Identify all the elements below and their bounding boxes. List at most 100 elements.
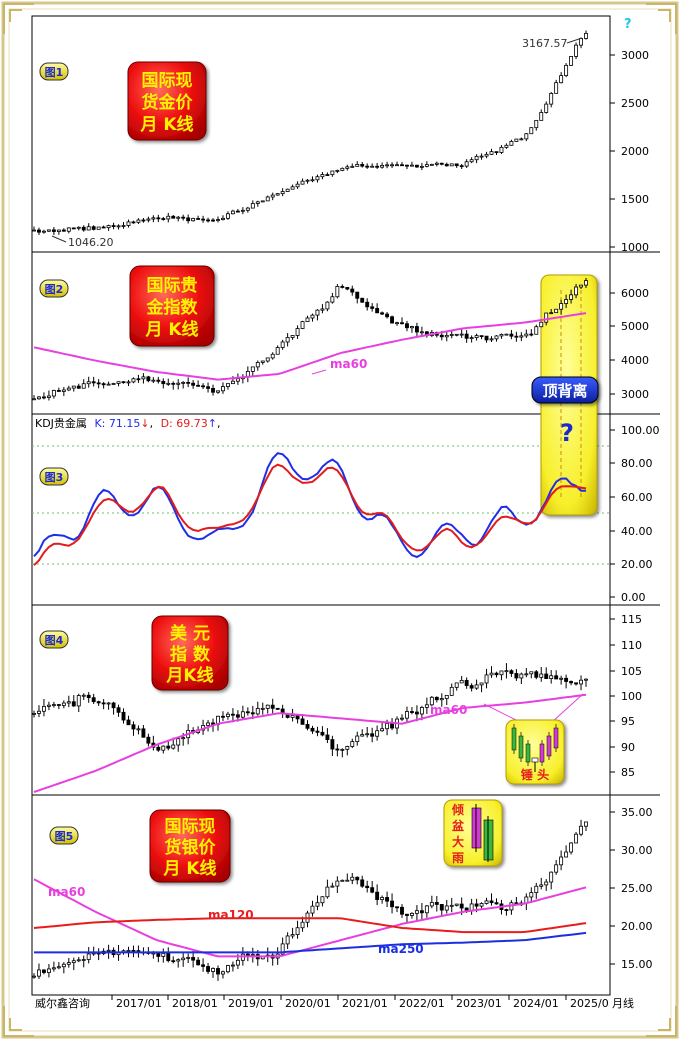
silver-candle <box>410 912 414 919</box>
silver-candle <box>315 895 320 911</box>
gold-candle <box>489 148 494 155</box>
gold-candle <box>434 161 439 167</box>
silver-candle <box>161 948 166 963</box>
svg-text:图3: 图3 <box>45 471 64 484</box>
index-candle <box>131 377 136 384</box>
hammer-pattern-icon <box>511 724 559 772</box>
silver-candle <box>32 973 36 979</box>
silver-candle <box>569 842 574 855</box>
svg-text:国际现: 国际现 <box>142 71 193 91</box>
inner-border <box>8 8 672 1032</box>
silver-candle <box>390 893 394 914</box>
y-tick-label: 35.00 <box>621 806 653 819</box>
gold-candle <box>479 153 484 160</box>
index-candle <box>444 331 449 342</box>
gold-high-label: 3167.57 <box>522 37 568 50</box>
index-candle <box>494 335 499 342</box>
y-tick-label: 30.00 <box>621 844 653 857</box>
gold-candle <box>370 163 375 168</box>
silver-candle <box>221 970 225 979</box>
index-candle <box>111 382 116 385</box>
index-candle <box>66 385 71 392</box>
usd-candle <box>434 696 439 703</box>
silver-candle <box>449 897 454 913</box>
usd-candle <box>489 666 494 678</box>
silver-candle <box>534 882 539 899</box>
silver-candle <box>42 969 46 975</box>
silver-candle <box>141 947 146 956</box>
index-candle <box>370 303 375 312</box>
index-candle <box>315 309 320 321</box>
gold-candle <box>474 154 479 164</box>
index-ma60-label: ma60 <box>330 357 367 371</box>
usd-candle <box>156 744 161 752</box>
y-tick-label: 6000 <box>621 287 649 300</box>
index-candle <box>206 382 210 393</box>
usd-candle <box>504 663 509 679</box>
silver-ma60-label: ma60 <box>48 885 85 899</box>
usd-candle <box>61 700 66 709</box>
gold-candle <box>345 164 350 171</box>
gold-candle <box>255 200 260 207</box>
downpour-pattern-icon <box>471 804 494 862</box>
x-tick-label: 2021/01 <box>342 997 388 1010</box>
x-tick-label: 2024/01 <box>513 997 559 1010</box>
silver-candle <box>380 895 385 904</box>
gold-candle <box>330 170 335 177</box>
usd-candle <box>380 722 385 732</box>
index-candle <box>514 331 519 342</box>
silver-candle <box>230 961 235 972</box>
gold-candle <box>196 215 201 220</box>
usd-candle <box>265 704 270 714</box>
y-tick-label: 60.00 <box>621 491 653 504</box>
downpour-badge: 倾 盆 大 雨 <box>443 799 503 867</box>
index-candle <box>564 294 569 309</box>
silver-candle <box>171 956 176 964</box>
index-candle <box>136 374 141 383</box>
silver-candle <box>335 876 340 893</box>
index-candle <box>365 298 370 311</box>
silver-candle <box>539 877 544 890</box>
gold-candle <box>226 211 230 220</box>
usd-candle <box>161 745 166 754</box>
svg-text:大: 大 <box>452 834 464 849</box>
silver-candle <box>186 953 191 964</box>
x-tick-label: 2017/01 <box>116 997 162 1010</box>
gold-candle <box>37 227 41 235</box>
gold-candle <box>539 109 544 121</box>
gold-candle <box>464 159 469 168</box>
usd-candle <box>464 677 469 689</box>
index-candle <box>554 308 559 314</box>
panel-label-4: 图4 <box>39 630 69 649</box>
usd-candle <box>429 695 434 707</box>
usd-candle <box>136 725 141 735</box>
silver-candle <box>574 831 578 844</box>
index-candle <box>255 360 260 371</box>
usd-candle <box>111 701 116 715</box>
x-tick-label: 2019/01 <box>228 997 274 1010</box>
gold-candle <box>221 215 225 221</box>
y-tick-label: 80.00 <box>621 457 653 470</box>
index-candle <box>524 329 529 338</box>
silver-candle <box>285 932 290 950</box>
gold-candle <box>365 163 370 169</box>
gold-candle <box>529 127 534 135</box>
index-candle <box>549 308 554 315</box>
index-candle <box>61 386 66 396</box>
gold-candle <box>310 176 315 183</box>
index-candle <box>151 377 156 383</box>
y-tick-label: 40.00 <box>621 525 653 538</box>
index-candle <box>360 297 365 303</box>
gold-candle <box>554 79 559 94</box>
usd-candle <box>121 708 126 724</box>
usd-candle <box>340 748 345 758</box>
index-candle <box>395 321 399 326</box>
usd-candle <box>494 671 499 678</box>
gold-candle <box>534 119 539 131</box>
gold-candle <box>410 161 414 167</box>
index-candle <box>454 333 459 337</box>
y-tick-label: 110 <box>621 639 642 652</box>
gold-candle <box>424 161 429 168</box>
silver-candle <box>37 963 41 979</box>
index-candle <box>310 313 315 322</box>
